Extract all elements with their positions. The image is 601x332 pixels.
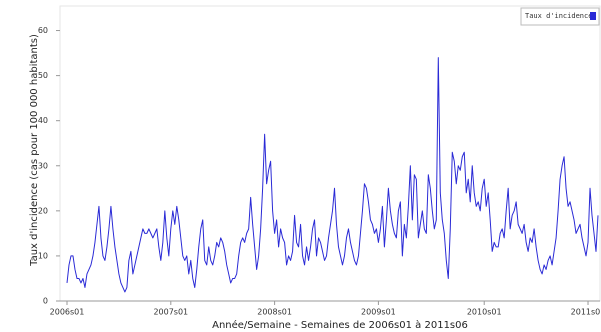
x-tick-label: 2007s01 — [153, 308, 188, 317]
x-tick-label: 2011s01 — [571, 308, 601, 317]
x-tick-label: 2006s01 — [50, 308, 85, 317]
x-tick-label: 2008s01 — [257, 308, 292, 317]
y-tick-label: 10 — [38, 251, 48, 260]
line-series — [66, 57, 599, 293]
x-tick-label: 2010s01 — [467, 308, 502, 317]
y-tick-label: 20 — [38, 206, 48, 215]
x-axis-title: Année/Semaine - Semaines de 2006s01 à 20… — [212, 319, 468, 331]
y-tick-label: 60 — [38, 26, 48, 35]
y-tick-label: 50 — [38, 71, 48, 80]
legend-label: Taux d'incidence — [525, 12, 592, 20]
plot-area — [59, 5, 601, 302]
y-tick-label: 0 — [43, 297, 48, 306]
y-tick-label: 40 — [38, 116, 48, 125]
y-axis-title: Taux d'incidence (cas pour 100 000 habit… — [29, 34, 40, 267]
legend-box — [520, 7, 600, 26]
y-tick-label: 30 — [38, 161, 48, 170]
x-tick-label: 2009s01 — [361, 308, 396, 317]
legend-swatch — [590, 12, 596, 20]
